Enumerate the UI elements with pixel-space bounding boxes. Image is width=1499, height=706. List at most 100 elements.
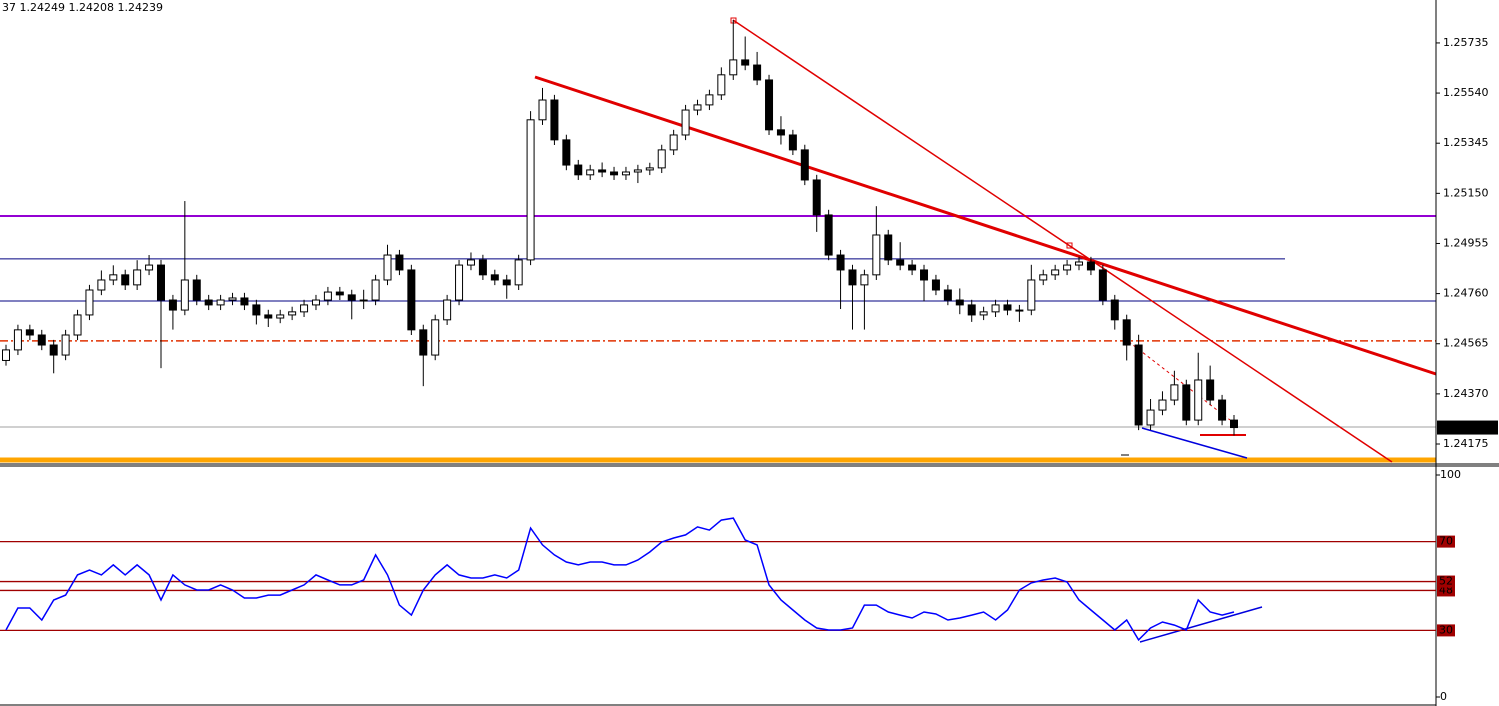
candle-body <box>407 269 416 331</box>
candle-body <box>574 164 583 176</box>
candle-body <box>371 279 380 301</box>
candle-body <box>943 289 952 301</box>
candle-body <box>550 99 559 141</box>
candle-body <box>49 344 58 356</box>
candle-body <box>1086 261 1095 271</box>
candle-body <box>109 274 118 281</box>
candle-body <box>300 304 309 313</box>
y-tick-label: 1.24370 <box>1443 387 1489 400</box>
level-label-box <box>1437 624 1455 637</box>
candle-body <box>383 254 392 281</box>
price-label-box <box>1437 420 1498 435</box>
header: 37 1.24249 1.24208 1.24239 <box>2 1 163 14</box>
candle-body <box>788 134 797 151</box>
candle-body <box>836 254 845 271</box>
level-label-box <box>1437 535 1455 548</box>
candle-body <box>1015 309 1024 312</box>
candle-body <box>204 299 213 306</box>
candle-body <box>693 104 702 111</box>
candle-body <box>979 311 988 316</box>
y-tick-label: 30 <box>1439 623 1453 636</box>
candle-body <box>73 314 82 336</box>
candle-body <box>621 171 630 176</box>
candle-body <box>168 299 177 311</box>
candle-body <box>1122 319 1131 346</box>
y-tick-label: 1.24175 <box>1443 437 1489 450</box>
candle-body <box>37 334 46 346</box>
candle-body <box>633 169 642 173</box>
candle-body <box>240 297 249 306</box>
trendline <box>1123 337 1231 421</box>
candle-body <box>1003 304 1012 311</box>
candle-body <box>908 264 917 271</box>
candle-body <box>765 79 774 131</box>
candle-body <box>1182 384 1191 421</box>
candle-body <box>729 59 738 76</box>
candle-body <box>335 291 344 296</box>
candle-body <box>1218 399 1227 421</box>
candle-body <box>705 94 714 106</box>
candle-body <box>490 274 499 281</box>
candle-body <box>1146 409 1155 426</box>
candle-body <box>1063 264 1072 271</box>
candle-body <box>967 304 976 316</box>
candle-body <box>502 279 511 286</box>
candle-body <box>896 259 905 266</box>
candle-body <box>526 119 535 261</box>
candle-body <box>717 74 726 96</box>
candle-body <box>860 274 869 286</box>
candle-body <box>1206 379 1215 401</box>
y-tick-label: 1.24760 <box>1443 287 1489 300</box>
candle-body <box>1051 269 1060 276</box>
candle-body <box>13 329 22 351</box>
price-label: 1.24239 <box>1443 421 1489 434</box>
candle-body <box>85 289 94 316</box>
candle-body <box>180 279 189 311</box>
candles <box>2 20 1238 436</box>
y-tick-label: 0 <box>1440 690 1447 703</box>
candle-body <box>347 294 356 301</box>
candle-body <box>776 129 785 136</box>
level-label-box <box>1437 575 1455 588</box>
y-tick-label: 1.25540 <box>1443 86 1489 99</box>
candle-body <box>800 149 809 181</box>
candle-body <box>288 311 297 316</box>
candle-body <box>669 134 678 151</box>
candle-body <box>323 291 332 301</box>
candle-body <box>931 279 940 291</box>
candle-body <box>1110 299 1119 321</box>
candle-body <box>359 299 368 302</box>
candle-body <box>1230 419 1238 429</box>
levels <box>0 214 1436 463</box>
candle-body <box>741 59 750 66</box>
candle-body <box>812 179 821 216</box>
candle-body <box>395 254 404 271</box>
y-tick-label: 100 <box>1440 468 1461 481</box>
candle-body <box>25 329 34 336</box>
candle-body <box>562 139 571 166</box>
rsi-line <box>5 517 1235 642</box>
candle-body <box>1075 261 1084 266</box>
candle-body <box>228 297 237 301</box>
candle-body <box>192 279 201 301</box>
y-tick-label: 1.25345 <box>1443 136 1489 149</box>
candle-body <box>311 299 320 306</box>
candle-body <box>610 171 619 176</box>
candle-body <box>478 259 487 276</box>
candle-body <box>264 314 273 319</box>
candle-body <box>61 334 70 356</box>
candle-body <box>252 304 261 316</box>
candle-body <box>753 64 762 81</box>
candle-body <box>955 299 964 306</box>
candle-body <box>216 299 225 306</box>
candle-body <box>645 167 654 171</box>
candle-body <box>145 264 154 271</box>
y-tick-label: 70 <box>1439 535 1453 548</box>
candle-body <box>1158 399 1167 411</box>
candle-body <box>276 314 285 319</box>
candle-body <box>419 329 428 356</box>
trendline <box>1141 427 1248 459</box>
candle-body <box>586 169 595 176</box>
candle-body <box>133 269 142 286</box>
